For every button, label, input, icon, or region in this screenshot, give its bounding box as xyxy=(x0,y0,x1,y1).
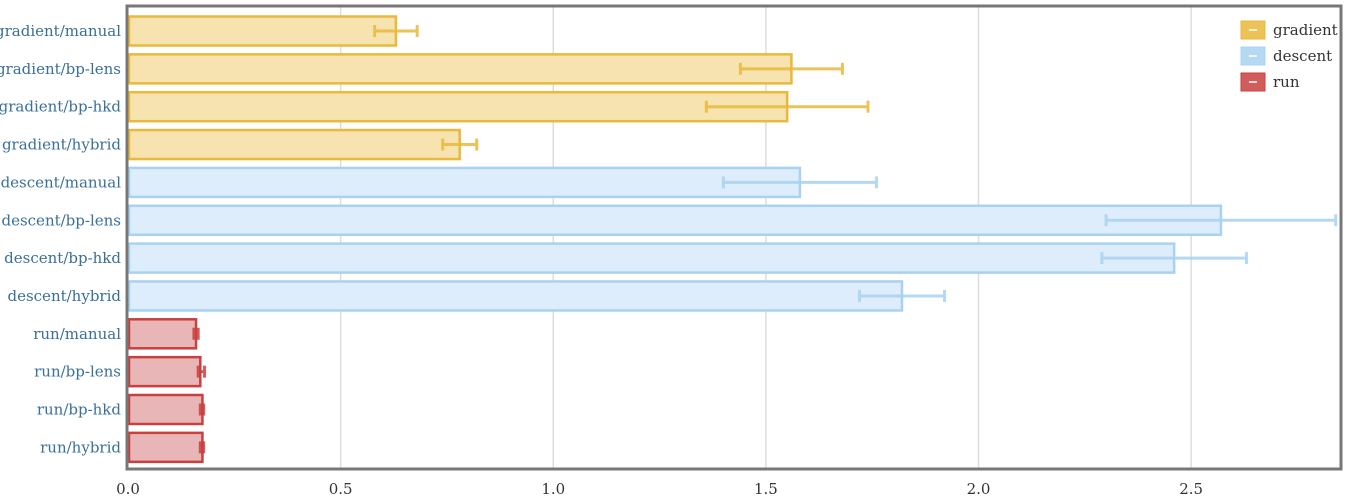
category-label: gradient/hybrid xyxy=(2,136,121,154)
bar xyxy=(127,318,198,350)
error-bar xyxy=(704,100,870,113)
category-label: descent/hybrid xyxy=(7,287,121,305)
error-bar xyxy=(721,176,878,189)
bar xyxy=(127,90,789,123)
bar xyxy=(127,242,1176,274)
category-label: descent/manual xyxy=(1,173,122,191)
bar xyxy=(127,431,204,464)
x-tick-label: 0.5 xyxy=(329,480,353,498)
category-label: descent/bp-lens xyxy=(1,211,121,229)
error-bar xyxy=(196,365,207,378)
legend-item: descent xyxy=(1240,46,1332,66)
x-tick-label: 1.0 xyxy=(541,480,565,498)
error-bar xyxy=(373,25,419,37)
x-tick-label: 2.5 xyxy=(1179,480,1203,498)
error-bar xyxy=(1100,252,1248,265)
bar xyxy=(127,166,802,199)
error-bar xyxy=(441,138,479,151)
x-tick-label: 2.0 xyxy=(967,480,991,498)
bar xyxy=(127,280,904,312)
bar xyxy=(127,204,1223,236)
error-bars xyxy=(192,25,1338,454)
bar xyxy=(127,355,202,388)
error-bar xyxy=(198,441,206,454)
error-bar xyxy=(192,327,200,340)
bars xyxy=(127,15,1223,464)
legend-label: run xyxy=(1273,73,1300,91)
bar xyxy=(127,53,793,85)
legend: gradient descent run xyxy=(1240,20,1338,92)
category-label: run/manual xyxy=(33,325,121,343)
legend-item: run xyxy=(1240,72,1300,92)
category-label: gradient/bp-hkd xyxy=(0,98,121,116)
category-label: descent/bp-hkd xyxy=(4,249,121,267)
error-bar xyxy=(198,403,206,416)
category-labels: gradient/manual gradient/bp-lens gradient/… xyxy=(0,22,121,456)
x-axis-ticks: 0.0 0.5 1.0 1.5 2.0 2.5 xyxy=(116,480,1203,498)
x-tick-label: 0.0 xyxy=(116,480,140,498)
bar xyxy=(127,15,398,47)
category-label: gradient/bp-lens xyxy=(0,60,121,78)
x-tick-label: 1.5 xyxy=(754,480,778,498)
error-bar xyxy=(857,289,947,302)
category-label: run/bp-hkd xyxy=(37,401,122,419)
error-bar xyxy=(1104,214,1338,227)
bar xyxy=(127,393,204,426)
plot-frame xyxy=(125,4,1343,471)
category-label: gradient/manual xyxy=(0,22,121,40)
legend-label: descent xyxy=(1273,47,1332,65)
error-bar xyxy=(738,62,844,75)
bar xyxy=(127,128,461,161)
legend-label: gradient xyxy=(1273,21,1338,39)
category-label: run/hybrid xyxy=(40,438,121,456)
category-label: run/bp-lens xyxy=(34,363,121,381)
legend-item: gradient xyxy=(1240,20,1338,40)
